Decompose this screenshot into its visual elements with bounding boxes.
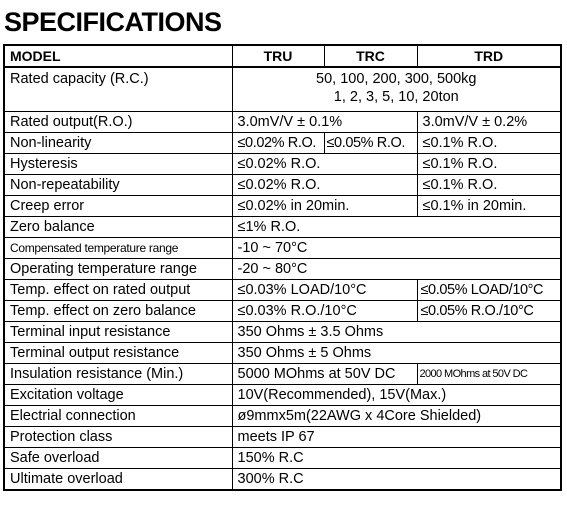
- trd-value: ≤0.1% in 20min.: [416, 195, 562, 217]
- table-row: Non-linearity ≤0.02% R.O. ≤0.05% R.O. ≤0…: [3, 132, 562, 154]
- row-label: Electrial connection: [3, 405, 233, 427]
- table-row: Temp. effect on rated output ≤0.03% LOAD…: [3, 279, 562, 301]
- tru-value: ≤0.02% R.O.: [231, 132, 325, 154]
- all-models-value: -10 ~ 70°C: [231, 237, 562, 259]
- row-label: Non-repeatability: [3, 174, 233, 196]
- table-row: Protection class meets IP 67: [3, 426, 562, 448]
- table-row: Temp. effect on zero balance ≤0.03% R.O.…: [3, 300, 562, 322]
- row-label: Excitation voltage: [3, 384, 233, 406]
- row-label: Non-linearity: [3, 132, 233, 154]
- tru-trc-value: 3.0mV/V ± 0.1%: [231, 111, 418, 133]
- specifications-table: MODEL TRU TRC TRD Rated capacity (R.C.) …: [3, 44, 562, 491]
- header-tru: TRU: [231, 44, 325, 68]
- table-row: Rated output(R.O.) 3.0mV/V ± 0.1% 3.0mV/…: [3, 111, 562, 133]
- row-label: Compensated temperature range: [3, 237, 233, 259]
- all-models-value: ø9mmx5m(22AWG x 4Core Shielded): [231, 405, 562, 427]
- row-label: Terminal input resistance: [3, 321, 233, 343]
- table-row: Hysteresis ≤0.02% R.O. ≤0.1% R.O.: [3, 153, 562, 175]
- trc-value: ≤0.05% R.O.: [323, 132, 418, 154]
- rated-capacity-value: 50, 100, 200, 300, 500kg 1, 2, 3, 5, 10,…: [231, 66, 562, 112]
- table-row: Operating temperature range -20 ~ 80°C: [3, 258, 562, 280]
- row-label: Hysteresis: [3, 153, 233, 175]
- tru-trc-value: ≤0.02% R.O.: [231, 153, 418, 175]
- table-row: Electrial connection ø9mmx5m(22AWG x 4Co…: [3, 405, 562, 427]
- row-label: Zero balance: [3, 216, 233, 238]
- all-models-value: ≤1% R.O.: [231, 216, 562, 238]
- tru-trc-value: 5000 MOhms at 50V DC: [231, 363, 418, 385]
- row-label: Creep error: [3, 195, 233, 217]
- table-row: Zero balance ≤1% R.O.: [3, 216, 562, 238]
- all-models-value: 10V(Recommended), 15V(Max.): [231, 384, 562, 406]
- all-models-value: 150% R.C: [231, 447, 562, 469]
- page-title: SPECIFICATIONS: [4, 7, 222, 37]
- row-label: Terminal output resistance: [3, 342, 233, 364]
- capacity-kg: 50, 100, 200, 300, 500kg: [316, 71, 477, 87]
- trd-value: ≤0.1% R.O.: [416, 132, 562, 154]
- row-label: Temp. effect on rated output: [3, 279, 233, 301]
- table-header-row: MODEL TRU TRC TRD: [3, 44, 562, 68]
- row-label: Rated output(R.O.): [3, 111, 233, 133]
- header-trc: TRC: [323, 44, 418, 68]
- table-row: Creep error ≤0.02% in 20min. ≤0.1% in 20…: [3, 195, 562, 217]
- table-row: Terminal output resistance 350 Ohms ± 5 …: [3, 342, 562, 364]
- tru-trc-value: ≤0.02% in 20min.: [231, 195, 418, 217]
- table-row: Safe overload 150% R.C: [3, 447, 562, 469]
- tru-trc-value: ≤0.03% R.O./10°C: [231, 300, 418, 322]
- header-model: MODEL: [3, 44, 233, 68]
- all-models-value: -20 ~ 80°C: [231, 258, 562, 280]
- table-row: Compensated temperature range -10 ~ 70°C: [3, 237, 562, 259]
- row-label: Protection class: [3, 426, 233, 448]
- table-row: Ultimate overload 300% R.C: [3, 468, 562, 491]
- table-row: Excitation voltage 10V(Recommended), 15V…: [3, 384, 562, 406]
- row-label: Insulation resistance (Min.): [3, 363, 233, 385]
- all-models-value: meets IP 67: [231, 426, 562, 448]
- row-label: Rated capacity (R.C.): [3, 66, 233, 112]
- row-label: Ultimate overload: [3, 468, 233, 491]
- trd-value: 2000 MOhms at 50V DC: [416, 363, 562, 385]
- capacity-ton: 1, 2, 3, 5, 10, 20ton: [333, 89, 459, 105]
- tru-trc-value: ≤0.02% R.O.: [231, 174, 418, 196]
- table-row: Terminal input resistance 350 Ohms ± 3.5…: [3, 321, 562, 343]
- header-trd: TRD: [416, 44, 562, 68]
- all-models-value: 350 Ohms ± 3.5 Ohms: [231, 321, 562, 343]
- all-models-value: 350 Ohms ± 5 Ohms: [231, 342, 562, 364]
- row-label: Safe overload: [3, 447, 233, 469]
- trd-value: ≤0.05% R.O./10°C: [416, 300, 562, 322]
- trd-value: ≤0.1% R.O.: [416, 153, 562, 175]
- table-row: Non-repeatability ≤0.02% R.O. ≤0.1% R.O.: [3, 174, 562, 196]
- trd-value: 3.0mV/V ± 0.2%: [416, 111, 562, 133]
- all-models-value: 300% R.C: [231, 468, 562, 491]
- tru-trc-value: ≤0.03% LOAD/10°C: [231, 279, 418, 301]
- table-row: Rated capacity (R.C.) 50, 100, 200, 300,…: [3, 66, 562, 112]
- row-label: Operating temperature range: [3, 258, 233, 280]
- table-row: Insulation resistance (Min.) 5000 MOhms …: [3, 363, 562, 385]
- row-label: Temp. effect on zero balance: [3, 300, 233, 322]
- trd-value: ≤0.05% LOAD/10°C: [416, 279, 562, 301]
- trd-value: ≤0.1% R.O.: [416, 174, 562, 196]
